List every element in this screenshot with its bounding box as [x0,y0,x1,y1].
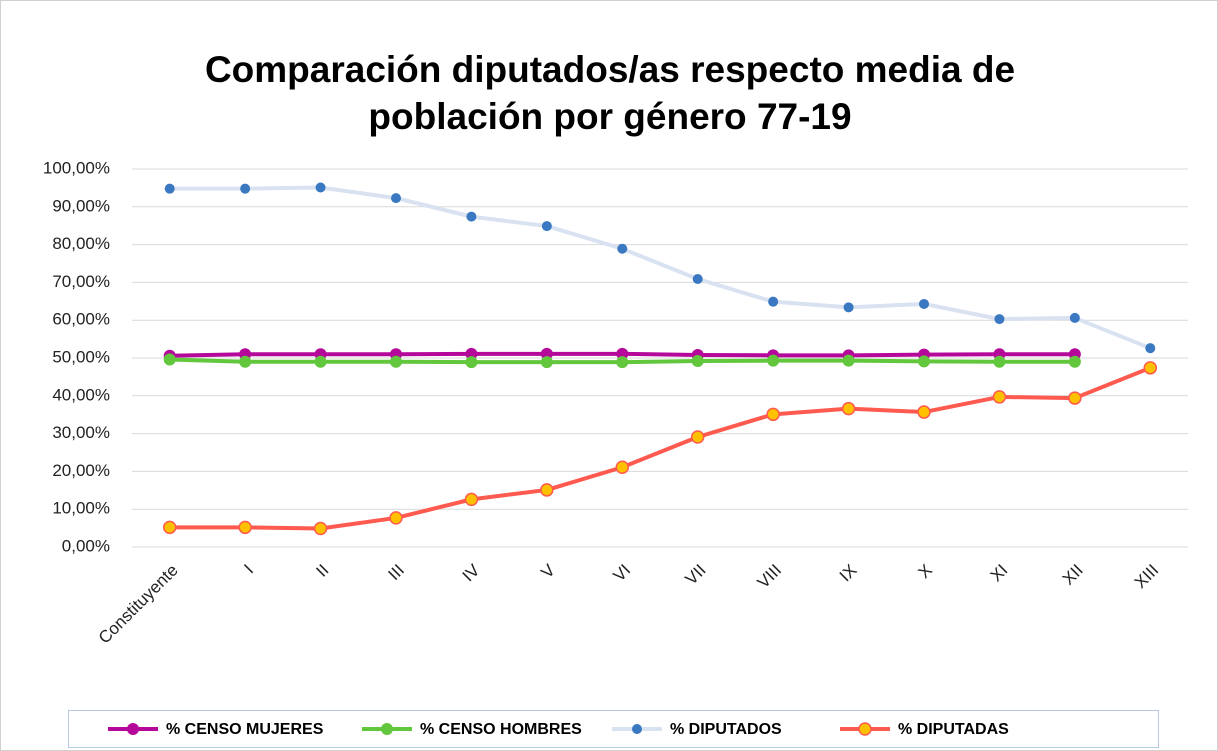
y-tick-label: 0,00% [62,536,110,555]
data-point [389,511,403,525]
data-point [465,347,478,360]
data-point [540,483,554,497]
data-point [541,221,552,232]
data-point [617,243,628,254]
data-point [163,353,176,366]
data-point [615,460,630,474]
data-point [919,298,929,309]
data-point [238,520,252,535]
y-tick-label: 50,00% [52,347,110,366]
data-point [465,356,478,369]
legend-label: % DIPUTADAS [898,721,1009,738]
legend-marker [858,722,872,736]
data-point [691,355,704,368]
data-point [917,405,931,419]
data-point [239,355,252,368]
data-point [1068,355,1081,368]
legend-box [68,710,1159,748]
data-point [692,273,703,284]
data-point [918,355,930,368]
data-point [1069,312,1080,323]
y-tick-label: 80,00% [52,234,110,253]
data-point [993,355,1006,368]
data-point [313,521,328,536]
data-point [690,430,705,444]
data-point [616,347,629,360]
y-tick-label: 70,00% [52,272,110,291]
data-point [843,302,854,313]
legend-marker [127,723,139,735]
legend-marker [632,724,642,734]
data-point [768,296,779,307]
legend-label: % DIPUTADOS [670,721,782,738]
y-tick-label: 30,00% [52,423,110,442]
y-tick-label: 100,00% [43,158,110,177]
data-point [314,355,327,368]
data-point [164,183,175,194]
legend-label: % CENSO HOMBRES [420,721,582,738]
y-tick-label: 60,00% [52,310,110,329]
data-point [466,211,477,222]
data-point [540,356,553,369]
data-point [391,193,401,204]
data-point [1145,343,1156,354]
data-point [240,183,251,194]
series-line [169,185,1152,351]
legend-marker [381,723,393,735]
data-point [992,390,1007,404]
data-point [616,356,629,369]
chart-title: población por género 77-19 [368,96,851,137]
data-point [766,407,780,422]
series-line [169,365,1152,531]
y-tick-label: 90,00% [52,196,110,215]
data-point [1143,361,1158,375]
data-point [464,492,479,507]
data-point [540,347,553,360]
chart-title: Comparación diputados/as respecto media … [205,49,1015,90]
y-tick-label: 10,00% [52,499,110,518]
data-point [767,354,780,367]
y-tick-label: 20,00% [52,461,110,480]
legend-label: % CENSO MUJERES [166,721,324,738]
data-point [842,354,855,367]
data-point [994,314,1005,325]
data-point [162,520,177,535]
data-point [390,355,402,368]
data-point [315,182,326,193]
data-point [841,401,856,416]
y-tick-label: 40,00% [52,385,110,404]
data-point [1068,391,1082,405]
